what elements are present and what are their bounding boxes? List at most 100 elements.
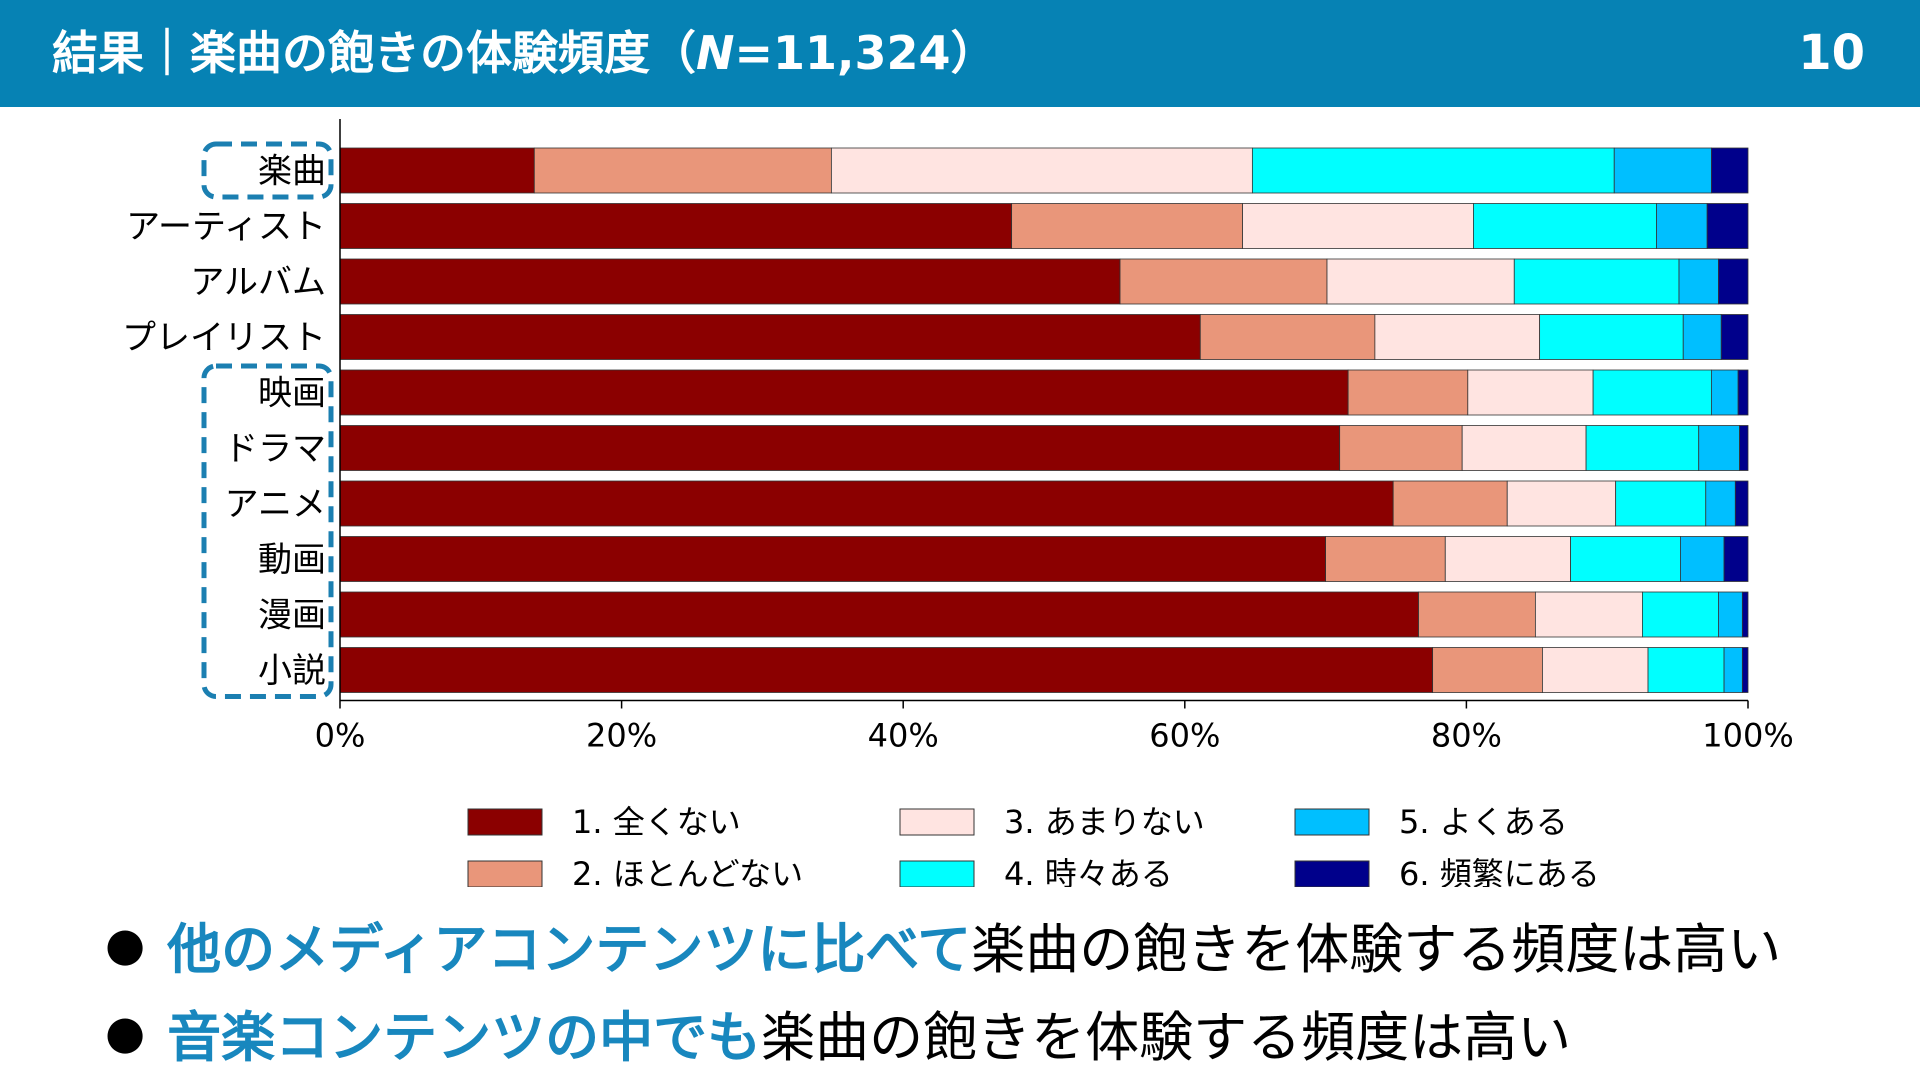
bar-segment bbox=[1539, 314, 1684, 360]
bullet-dot: ● bbox=[105, 1005, 146, 1059]
legend-swatch bbox=[899, 808, 975, 836]
bar-segment bbox=[1326, 258, 1515, 305]
bar-segment bbox=[1339, 425, 1463, 471]
bar-segment bbox=[1119, 258, 1328, 305]
category-label: アルバム bbox=[190, 263, 326, 303]
bar-segment bbox=[339, 480, 1394, 527]
category-label: プレイリスト bbox=[122, 318, 326, 358]
bar-segment bbox=[1710, 369, 1739, 416]
bar-segment bbox=[339, 647, 1434, 693]
legend-swatch bbox=[1294, 808, 1370, 836]
bar-segment bbox=[1678, 258, 1719, 305]
bar-segment bbox=[339, 147, 535, 194]
bar-segment bbox=[830, 147, 1253, 194]
bar-segment bbox=[1698, 425, 1740, 471]
bar-segment bbox=[1682, 314, 1722, 360]
slide-header: 結果｜楽曲の飽きの体験頻度（N=11,324） 10 bbox=[0, 0, 1920, 107]
bar-segment bbox=[1418, 591, 1536, 638]
bar-segment bbox=[1723, 536, 1749, 582]
bar-segment bbox=[1570, 536, 1681, 582]
title-suffix: =11,324） bbox=[734, 26, 997, 80]
legend-label: 6. 頻繁にある bbox=[1399, 855, 1600, 887]
bar-segment bbox=[339, 203, 1013, 249]
legend-label: 2. ほとんどない bbox=[572, 855, 803, 887]
bullet-item-2: ● 音楽コンテンツの中でも 楽曲の飽きを体験する頻度は高い bbox=[105, 988, 1905, 1076]
bar-segment bbox=[1720, 314, 1749, 360]
bar-segment bbox=[1199, 314, 1376, 360]
highlight-dashed-box bbox=[201, 141, 334, 200]
bar-segment bbox=[1251, 147, 1615, 194]
bar-segment bbox=[1613, 147, 1712, 194]
bar-segment bbox=[1242, 203, 1474, 249]
bar-segment bbox=[1741, 591, 1749, 638]
x-tick-label: 20% bbox=[586, 717, 657, 755]
x-tick-label: 60% bbox=[1149, 717, 1220, 755]
bar-segment bbox=[1473, 203, 1657, 249]
bullet-dot: ● bbox=[105, 917, 146, 971]
bar-segment bbox=[1592, 369, 1712, 416]
title-n-symbol: N bbox=[696, 26, 735, 80]
bar-segment bbox=[1374, 314, 1541, 360]
bar-segment bbox=[1432, 647, 1543, 693]
bar-segment bbox=[1723, 647, 1743, 693]
title-prefix: 結果｜楽曲の飽きの体験頻度（ bbox=[52, 26, 696, 80]
category-label: 小説 bbox=[258, 651, 326, 691]
bullet-list: ● 他のメディアコンテンツに比べて 楽曲の飽きを体験する頻度は高い ● 音楽コンテ… bbox=[105, 900, 1905, 1076]
bar-segment bbox=[1737, 369, 1749, 416]
bar-segment bbox=[533, 147, 832, 194]
bar-segment bbox=[1647, 647, 1725, 693]
highlight-dashed-box bbox=[201, 363, 334, 699]
bar-segment bbox=[1467, 369, 1594, 416]
legend-swatch bbox=[467, 860, 543, 887]
category-label: アーティスト bbox=[126, 207, 326, 247]
bar-segment bbox=[1444, 536, 1571, 582]
bar-segment bbox=[1534, 591, 1643, 638]
legend-label: 4. 時々ある bbox=[1004, 855, 1173, 887]
legend-swatch bbox=[467, 808, 543, 836]
bar-segment bbox=[1347, 369, 1469, 416]
bar-segment bbox=[1718, 258, 1749, 305]
bar-segment bbox=[1656, 203, 1708, 249]
bullet-highlight: 他のメディアコンテンツに比べて bbox=[167, 917, 972, 981]
bar-segment bbox=[1705, 480, 1736, 527]
bar-segment bbox=[1734, 480, 1749, 527]
bar-segment bbox=[1642, 591, 1719, 638]
bullet-text: 楽曲の飽きを体験する頻度は高い bbox=[971, 917, 1782, 981]
bar-segment bbox=[339, 314, 1201, 360]
page-number: 10 bbox=[1798, 25, 1865, 81]
bar-segment bbox=[339, 425, 1341, 471]
category-label: ドラマ bbox=[224, 429, 326, 469]
bar-segment bbox=[1585, 425, 1700, 471]
bar-segment bbox=[1461, 425, 1587, 471]
bar-segment bbox=[339, 591, 1419, 638]
category-label: 楽曲 bbox=[258, 152, 326, 192]
legend-label: 1. 全くない bbox=[572, 803, 741, 841]
bar-segment bbox=[1506, 480, 1617, 527]
bar-segment bbox=[1706, 203, 1749, 249]
legend-swatch bbox=[1294, 860, 1370, 887]
x-tick-label: 40% bbox=[868, 717, 939, 755]
bar-segment bbox=[1739, 425, 1749, 471]
bar-segment bbox=[1392, 480, 1508, 527]
bar-segment bbox=[1542, 647, 1649, 693]
bar-segment bbox=[1513, 258, 1680, 305]
bar-segment bbox=[1680, 536, 1725, 582]
bar-segment bbox=[1615, 480, 1707, 527]
x-tick-label: 100% bbox=[1702, 717, 1793, 755]
legend-label: 5. よくある bbox=[1399, 803, 1568, 841]
category-label: 映画 bbox=[258, 374, 326, 414]
bar-segment bbox=[339, 536, 1326, 582]
bar-segment bbox=[339, 258, 1121, 305]
bar-segment bbox=[339, 369, 1349, 416]
x-tick-label: 80% bbox=[1431, 717, 1502, 755]
legend-swatch bbox=[899, 860, 975, 887]
x-tick-label: 0% bbox=[315, 717, 366, 755]
bar-segment bbox=[1741, 647, 1749, 693]
slide-title: 結果｜楽曲の飽きの体験頻度（N=11,324） bbox=[52, 0, 997, 107]
bullet-item-1: ● 他のメディアコンテンツに比べて 楽曲の飽きを体験する頻度は高い bbox=[105, 900, 1905, 988]
category-label: 漫画 bbox=[258, 596, 326, 636]
bar-segment bbox=[1718, 591, 1743, 638]
bar-segment bbox=[1710, 147, 1749, 194]
bullet-highlight: 音楽コンテンツの中でも bbox=[167, 1005, 762, 1069]
